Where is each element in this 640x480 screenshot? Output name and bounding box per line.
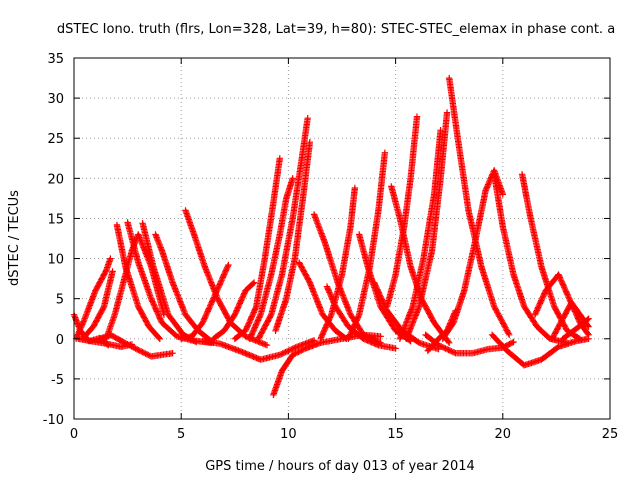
- arc-18: [272, 139, 313, 334]
- arc-23: [323, 283, 399, 352]
- arc-40: [559, 315, 592, 342]
- y-tick-label: 35: [47, 52, 64, 67]
- arc-28: [383, 113, 421, 310]
- arc-29: [396, 127, 444, 342]
- arc-32: [446, 74, 513, 338]
- plus-markers: [152, 231, 217, 346]
- plus-markers: [246, 175, 296, 342]
- y-tick-label: 30: [47, 92, 64, 107]
- arc-17: [255, 115, 311, 342]
- plus-markers: [491, 171, 571, 346]
- plus-markers: [255, 115, 311, 342]
- x-axis-label: GPS time / hours of day 013 of year 2014: [205, 459, 475, 474]
- plus-markers: [345, 149, 389, 342]
- plus-markers: [199, 337, 318, 363]
- x-tick-label: 10: [280, 427, 297, 442]
- plus-markers: [272, 139, 313, 334]
- y-tick-label: 20: [47, 172, 64, 187]
- plus-markers: [439, 167, 506, 342]
- y-tick-label: 10: [47, 253, 64, 268]
- y-tick-label: 5: [56, 293, 64, 308]
- arc-13: [199, 337, 318, 363]
- y-tick-label: -5: [51, 373, 64, 388]
- y-tick-label: 0: [56, 333, 64, 348]
- y-axis-label: dSTEC / TECUs: [7, 190, 22, 286]
- arc-35: [491, 171, 571, 346]
- arc-16: [246, 175, 296, 342]
- arc-14: [210, 279, 258, 342]
- arc-12: [178, 261, 232, 342]
- x-tick-label: 15: [387, 427, 404, 442]
- plus-markers: [403, 109, 451, 342]
- plus-markers: [488, 331, 592, 369]
- data-points: [70, 74, 592, 399]
- plus-markers: [559, 315, 592, 342]
- x-tick-label: 25: [602, 427, 619, 442]
- arc-20: [295, 259, 350, 342]
- plus-markers: [178, 261, 232, 342]
- arc-30: [403, 109, 451, 342]
- plus-markers: [79, 268, 116, 342]
- y-tick-label: 15: [47, 212, 64, 227]
- arc-4: [79, 268, 116, 342]
- arc-36: [518, 171, 584, 342]
- plus-markers: [231, 155, 283, 342]
- plus-markers: [383, 113, 421, 310]
- plus-markers: [210, 279, 258, 342]
- arc-37: [488, 331, 592, 369]
- x-tick-label: 20: [495, 427, 512, 442]
- plus-markers: [396, 127, 444, 342]
- y-tick-label: 25: [47, 132, 64, 147]
- y-tick-label: -10: [43, 413, 64, 428]
- arc-24: [345, 149, 389, 342]
- chart-title: dSTEC Iono. truth (flrs, Lon=328, Lat=39…: [57, 22, 615, 37]
- x-axis-ticks: 0 5 10 15 20 25: [70, 58, 618, 442]
- x-tick-label: 5: [177, 427, 185, 442]
- arc-34: [439, 167, 506, 342]
- arc-15: [231, 155, 283, 342]
- plot-frame: [73, 57, 611, 420]
- arc-10: [152, 231, 217, 346]
- plus-markers: [113, 221, 163, 342]
- plus-markers: [446, 74, 513, 338]
- plus-markers: [323, 283, 399, 352]
- plus-markers: [518, 171, 584, 342]
- plus-markers: [295, 259, 350, 342]
- y-axis-ticks: -10 -5 0 5 10 15 20 25 30 35: [43, 52, 610, 428]
- x-tick-label: 0: [70, 427, 78, 442]
- arc-7: [113, 221, 163, 342]
